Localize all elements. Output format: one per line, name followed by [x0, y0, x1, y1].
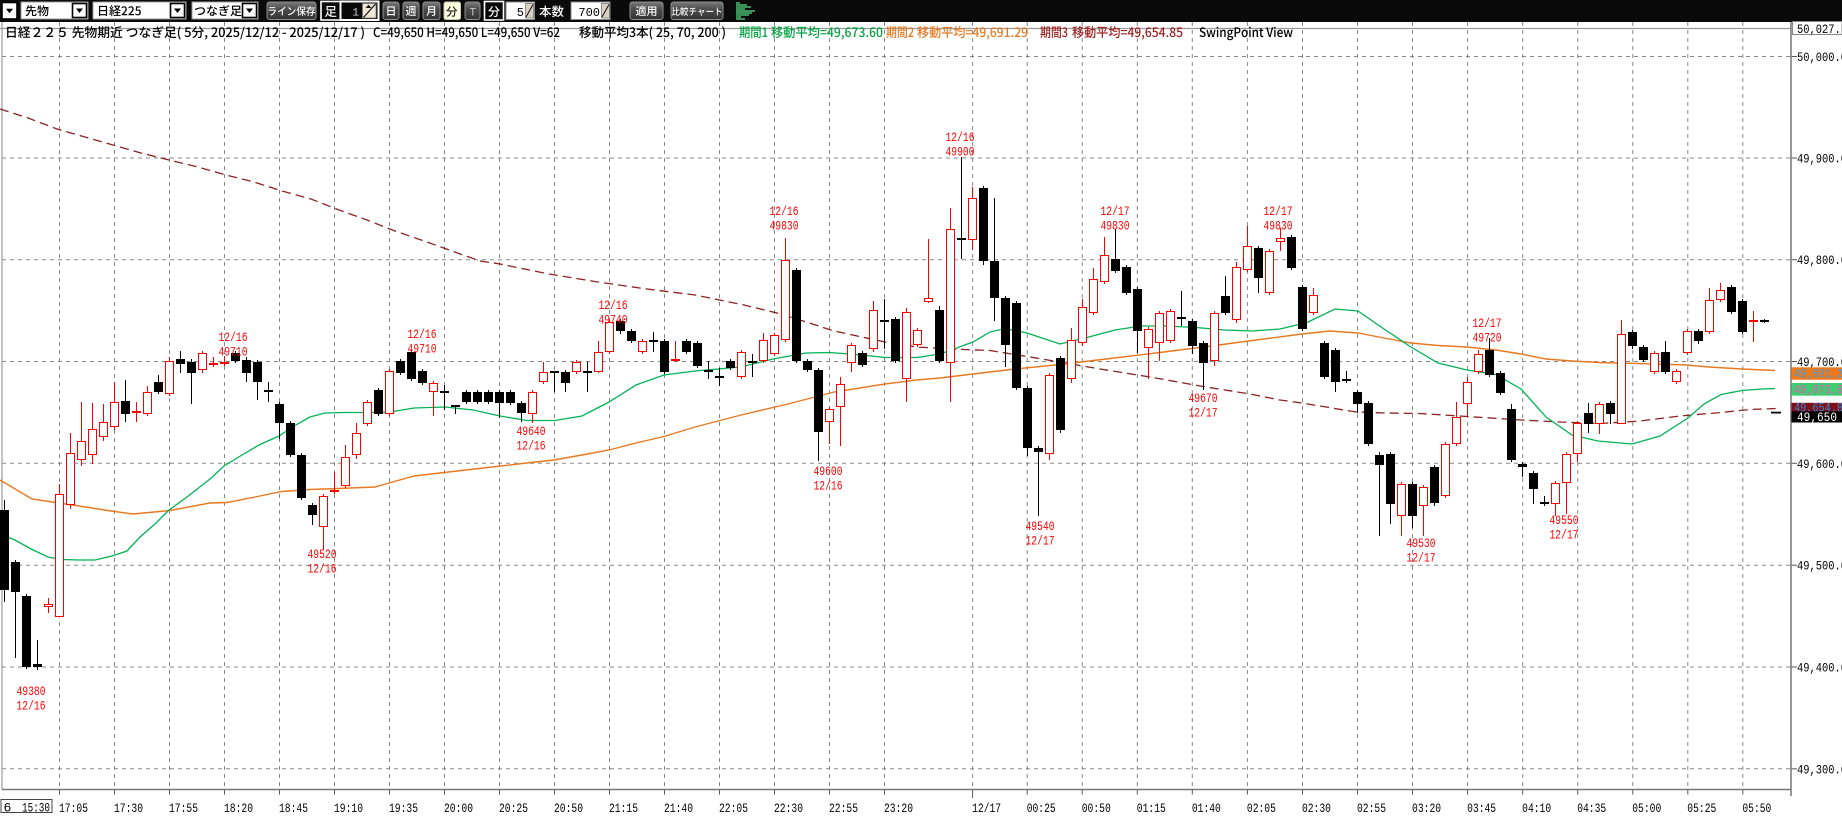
svg-text:5: 5 — [517, 6, 524, 20]
svg-text:05:25: 05:25 — [1687, 801, 1716, 816]
svg-text:49710: 49710 — [219, 345, 248, 360]
svg-text:00:25: 00:25 — [1027, 801, 1056, 816]
svg-text:17:05: 17:05 — [59, 801, 88, 816]
svg-text:49710: 49710 — [408, 342, 437, 357]
svg-text:49830: 49830 — [1101, 219, 1130, 234]
svg-text:19:10: 19:10 — [334, 801, 363, 816]
svg-text:12/16: 12/16 — [308, 562, 337, 577]
svg-text:18:20: 18:20 — [224, 801, 253, 816]
svg-text:20:50: 20:50 — [554, 801, 583, 816]
svg-text:05:50: 05:50 — [1742, 801, 1771, 816]
svg-text:49540: 49540 — [1026, 519, 1055, 534]
svg-text:20:00: 20:00 — [444, 801, 473, 816]
svg-text:21:40: 21:40 — [664, 801, 693, 816]
svg-text:12/17: 12/17 — [1026, 534, 1055, 549]
svg-text:23:20: 23:20 — [884, 801, 913, 816]
svg-text:50,000.0: 50,000.0 — [1797, 50, 1842, 65]
svg-text:12/16: 12/16 — [814, 479, 843, 494]
svg-text:12/16: 12/16 — [17, 699, 46, 714]
svg-text:49720: 49720 — [1473, 331, 1502, 346]
svg-text:49,300.0: 49,300.0 — [1797, 762, 1842, 777]
svg-text:49520: 49520 — [308, 547, 337, 562]
svg-text:49,800.0: 49,800.0 — [1797, 253, 1842, 268]
svg-text:05:00: 05:00 — [1632, 801, 1661, 816]
svg-text:49,600.0: 49,600.0 — [1797, 457, 1842, 472]
svg-text:20:25: 20:25 — [499, 801, 528, 816]
svg-text:02:05: 02:05 — [1247, 801, 1276, 816]
svg-text:49380: 49380 — [17, 684, 46, 699]
svg-text:19:35: 19:35 — [389, 801, 418, 816]
svg-text:01:40: 01:40 — [1192, 801, 1221, 816]
svg-text:12/17: 12/17 — [1101, 204, 1130, 219]
svg-text:17:30: 17:30 — [114, 801, 143, 816]
svg-text:04:10: 04:10 — [1522, 801, 1551, 816]
svg-text:12/17: 12/17 — [1407, 551, 1436, 566]
svg-text:04:35: 04:35 — [1577, 801, 1606, 816]
svg-text:49530: 49530 — [1407, 536, 1436, 551]
svg-text:18:45: 18:45 — [279, 801, 308, 816]
svg-text:02:55: 02:55 — [1357, 801, 1386, 816]
svg-text:49830: 49830 — [1264, 219, 1293, 234]
svg-text:03:45: 03:45 — [1467, 801, 1496, 816]
svg-text:12/17: 12/17 — [1473, 316, 1502, 331]
svg-text:49600: 49600 — [814, 464, 843, 479]
svg-text:49550: 49550 — [1550, 513, 1579, 528]
svg-text:12/16: 12/16 — [219, 330, 248, 345]
svg-text:12/17: 12/17 — [1550, 528, 1579, 543]
svg-text:12/16: 12/16 — [946, 130, 975, 145]
svg-text:49,500.0: 49,500.0 — [1797, 559, 1842, 574]
svg-text:49830: 49830 — [770, 219, 799, 234]
svg-text:49,900.0: 49,900.0 — [1797, 152, 1842, 167]
svg-text:01:15: 01:15 — [1137, 801, 1166, 816]
svg-text:12/17: 12/17 — [1264, 204, 1293, 219]
svg-text:49,650: 49,650 — [1797, 410, 1837, 425]
svg-text:49740: 49740 — [599, 313, 628, 328]
svg-text:22:55: 22:55 — [829, 801, 858, 816]
svg-text:49640: 49640 — [517, 424, 546, 439]
svg-text:12/16: 12/16 — [517, 439, 546, 454]
svg-text:22:30: 22:30 — [774, 801, 803, 816]
svg-text:700: 700 — [578, 6, 600, 20]
svg-text:49900: 49900 — [946, 145, 975, 160]
svg-text:49670: 49670 — [1189, 391, 1218, 406]
svg-text:21:15: 21:15 — [609, 801, 638, 816]
svg-text:49,673.6: 49,673.6 — [1794, 383, 1842, 398]
svg-text:12/16: 12/16 — [408, 327, 437, 342]
svg-text:49,700.0: 49,700.0 — [1797, 355, 1842, 370]
svg-text:1: 1 — [352, 8, 359, 20]
svg-text:49,691.2: 49,691.2 — [1794, 367, 1842, 382]
svg-text:12/17: 12/17 — [972, 801, 1001, 816]
svg-text:T: T — [470, 8, 477, 20]
svg-text:12/16: 12/16 — [599, 298, 628, 313]
svg-text:15:30: 15:30 — [22, 801, 50, 816]
svg-text:17:55: 17:55 — [169, 801, 198, 816]
svg-text:12/16: 12/16 — [770, 204, 799, 219]
svg-text:02:30: 02:30 — [1302, 801, 1331, 816]
svg-text:50,027.5: 50,027.5 — [1797, 22, 1842, 37]
svg-text:00:50: 00:50 — [1082, 801, 1111, 816]
svg-text:6: 6 — [4, 801, 12, 816]
svg-text:49,400.0: 49,400.0 — [1797, 661, 1842, 676]
svg-text:03:20: 03:20 — [1412, 801, 1441, 816]
svg-text:22:05: 22:05 — [719, 801, 748, 816]
svg-text:12/17: 12/17 — [1189, 406, 1218, 421]
